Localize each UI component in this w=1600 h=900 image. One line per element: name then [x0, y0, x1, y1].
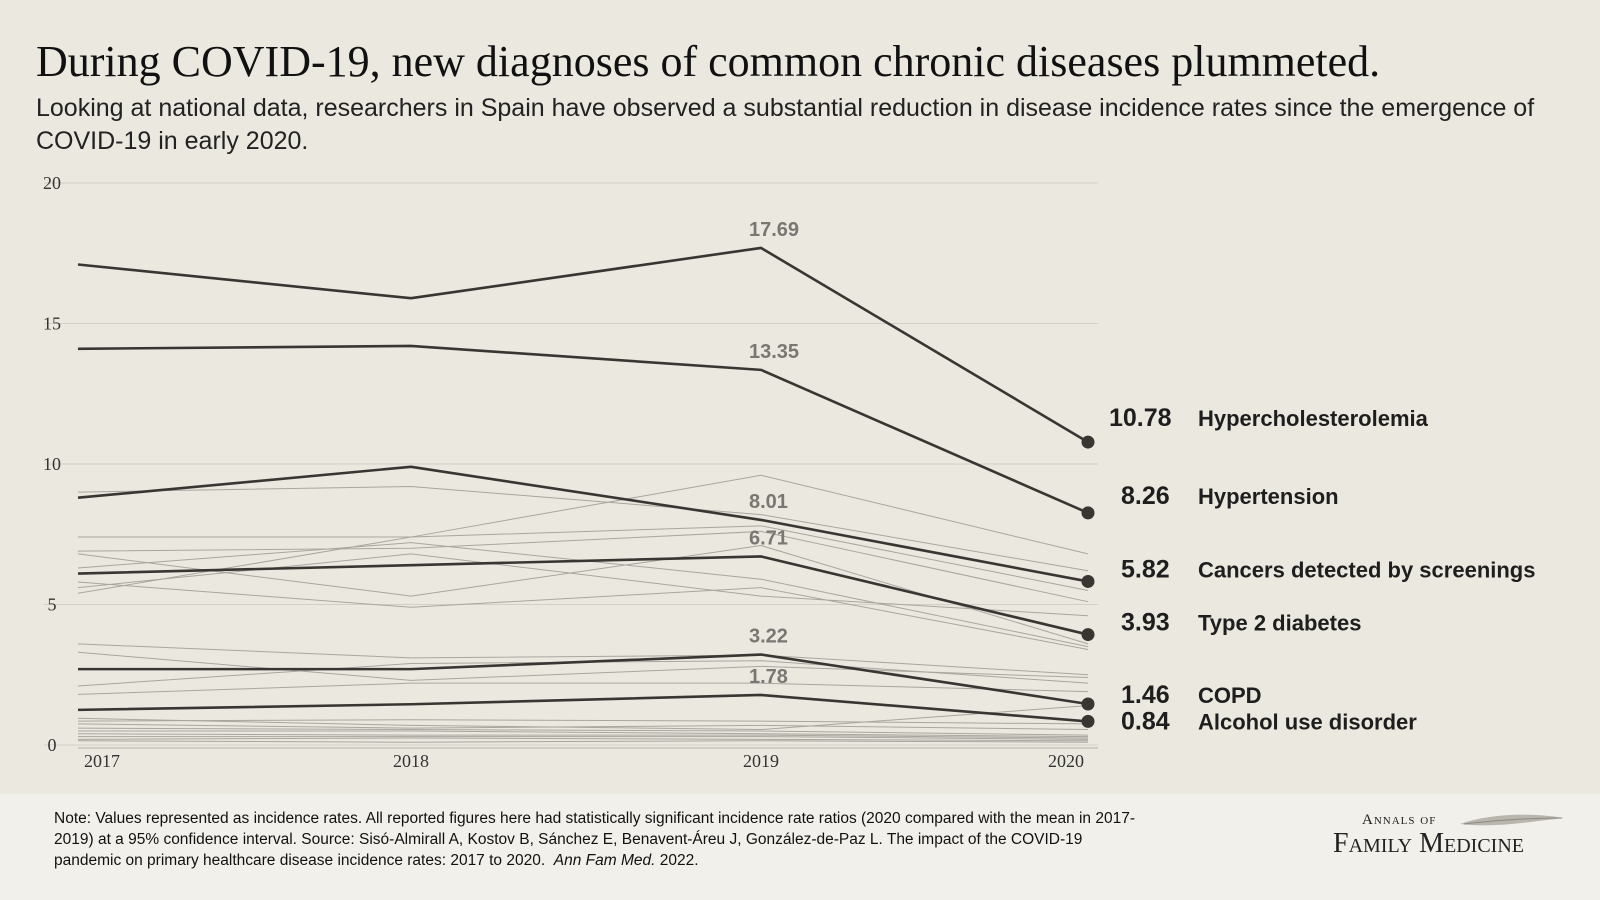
labels-layer: 17.69 10.78 Hypercholesterolemia 13.35 8.26 H… [749, 219, 1535, 735]
note-journal: Ann Fam Med. [553, 852, 656, 869]
background-lines-layer [77, 474, 1089, 743]
note-text: Note: Values represented as incidence ra… [54, 810, 1136, 869]
line-chart: 0 5 10 15 20 2017 2018 2019 2020 17.69 10.78 Hyper… [43, 173, 1535, 771]
value-label-2020: 0.84 [1121, 707, 1170, 735]
background-series-line [77, 643, 1089, 676]
x-tick-label: 2018 [393, 751, 429, 771]
series-name-label: COPD [1198, 683, 1262, 708]
series-line [78, 653, 1089, 706]
y-tick-label: 0 [48, 735, 57, 755]
background-series-line [77, 737, 1089, 742]
series-name-label: Hypercholesterolemia [1198, 406, 1429, 431]
value-label-2019: 3.22 [749, 626, 788, 648]
background-series-line [77, 705, 1089, 731]
series-name-label: Alcohol use disorder [1198, 709, 1417, 734]
value-label-2019: 13.35 [749, 341, 799, 363]
y-tick-label: 20 [43, 173, 61, 193]
source-note: Note: Values represented as incidence ra… [54, 808, 1144, 871]
background-series-line [77, 682, 1089, 695]
background-series-line [78, 525, 1089, 591]
value-label-2019: 1.78 [749, 666, 788, 688]
background-series-line [77, 719, 1089, 725]
logo-line2: Family Medicine [1333, 828, 1524, 859]
series-name-label: Type 2 diabetes [1198, 611, 1361, 636]
series-end-marker [1081, 714, 1095, 728]
series-end-marker [1081, 628, 1095, 642]
value-label-2019: 8.01 [749, 491, 788, 513]
background-series-line [77, 723, 1089, 731]
series-end-marker [1081, 697, 1095, 711]
series-line [77, 344, 1089, 515]
series-end-marker [1081, 506, 1095, 520]
y-tick-label: 10 [43, 454, 61, 474]
series-name-label: Cancers detected by screenings [1198, 557, 1535, 582]
background-series-line [77, 581, 1089, 650]
value-label-2020: 10.78 [1109, 404, 1172, 432]
value-label-2020: 5.82 [1121, 555, 1170, 583]
background-series-line [78, 730, 1089, 738]
y-tick-label: 15 [43, 314, 61, 334]
series-end-marker [1081, 435, 1095, 449]
series-line [77, 693, 1089, 723]
series-line [77, 246, 1089, 444]
leaf-icon [1460, 814, 1564, 826]
background-series-line [77, 530, 1089, 603]
value-label-2020: 8.26 [1121, 482, 1170, 510]
highlight-lines-layer [77, 246, 1095, 728]
background-series-line [77, 474, 1089, 594]
background-series-line [77, 553, 1089, 617]
series-name-label: Hypertension [1198, 484, 1339, 509]
background-series-line [77, 727, 1089, 736]
note-year: 2022. [659, 852, 699, 869]
x-tick-label: 2020 [1048, 751, 1084, 771]
background-series-line [77, 485, 1089, 572]
x-tick-label: 2019 [743, 751, 779, 771]
series-line [77, 555, 1089, 636]
background-series-line [77, 733, 1089, 739]
logo-line1: Annals of [1362, 812, 1437, 828]
chart-title: During COVID-19, new diagnoses of common… [36, 37, 1381, 86]
journal-logo: Annals of Family Medicine [1330, 812, 1575, 872]
series-end-marker [1081, 574, 1095, 588]
background-series-line [78, 736, 1089, 740]
value-label-2020: 3.93 [1121, 609, 1170, 637]
value-label-2019: 17.69 [749, 219, 799, 241]
value-label-2019: 6.71 [749, 527, 788, 549]
x-tick-label: 2017 [84, 751, 120, 771]
chart-subtitle: Looking at national data, researchers in… [36, 94, 1535, 155]
grid-layer: 0 5 10 15 20 2017 2018 2019 2020 [43, 173, 1098, 771]
footer: Note: Values represented as incidence ra… [0, 794, 1600, 900]
y-tick-label: 5 [48, 595, 57, 615]
series-line [77, 465, 1089, 583]
background-series-line [77, 542, 1089, 648]
background-series-line [77, 740, 1089, 743]
value-label-2020: 1.46 [1121, 681, 1170, 709]
